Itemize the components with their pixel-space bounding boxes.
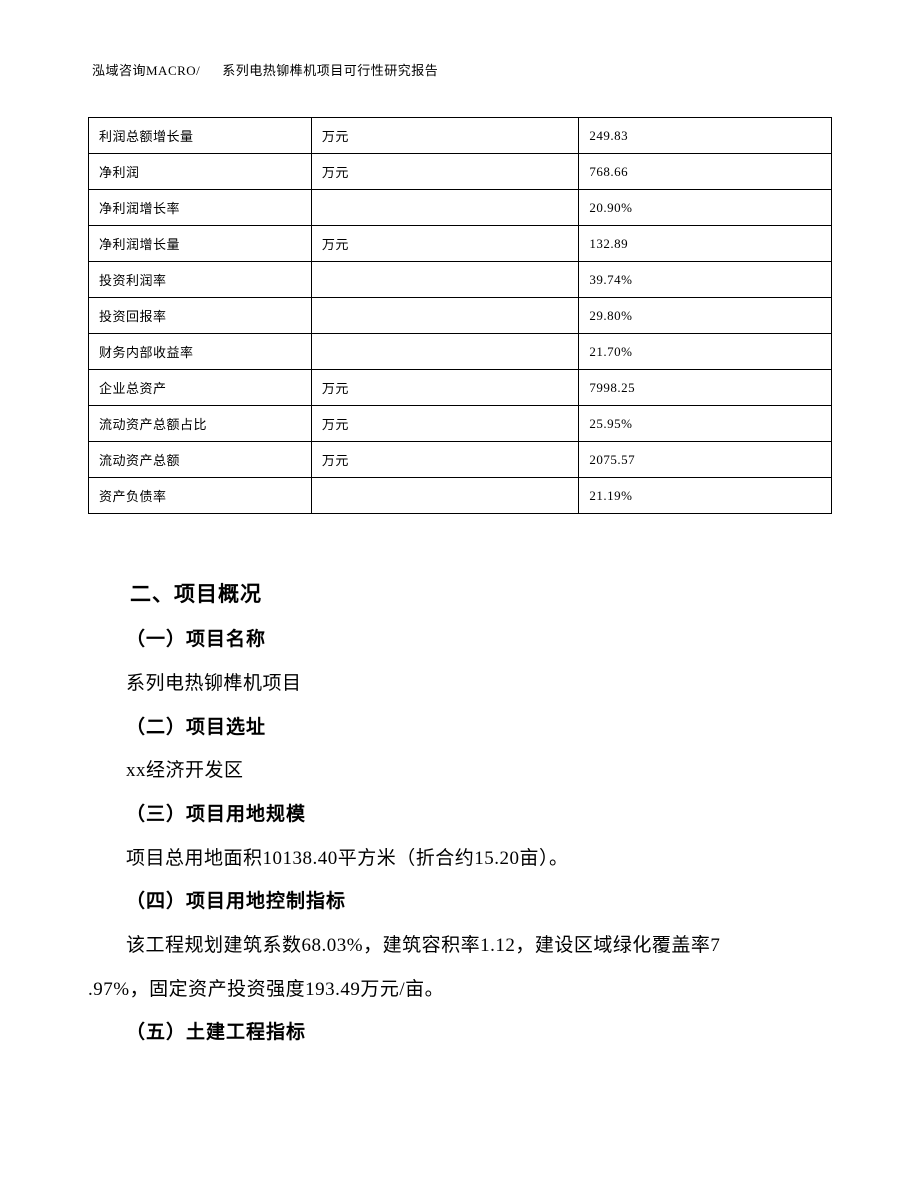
cell-unit: 万元 <box>311 226 578 262</box>
cell-label: 投资利润率 <box>89 262 312 298</box>
cell-unit: 万元 <box>311 118 578 154</box>
subheading-3: （三）项目用地规模 <box>88 793 832 837</box>
cell-value: 29.80% <box>579 298 832 334</box>
body-content: 二、项目概况 （一）项目名称 系列电热铆榫机项目 （二）项目选址 xx经济开发区… <box>88 570 832 1055</box>
cell-unit: 万元 <box>311 154 578 190</box>
cell-label: 流动资产总额 <box>89 442 312 478</box>
table-row: 净利润增长率 20.90% <box>89 190 832 226</box>
subheading-5: （五）土建工程指标 <box>88 1011 832 1055</box>
financial-table: 利润总额增长量 万元 249.83 净利润 万元 768.66 净利润增长率 2… <box>88 117 832 514</box>
cell-label: 净利润 <box>89 154 312 190</box>
table-row: 投资利润率 39.74% <box>89 262 832 298</box>
cell-unit <box>311 298 578 334</box>
paragraph: xx经济开发区 <box>88 749 832 793</box>
header-left: 泓域咨询MACRO/ <box>92 63 200 78</box>
table-row: 流动资产总额占比 万元 25.95% <box>89 406 832 442</box>
cell-unit: 万元 <box>311 442 578 478</box>
cell-label: 流动资产总额占比 <box>89 406 312 442</box>
cell-label: 资产负债率 <box>89 478 312 514</box>
heading-2: 二、项目概况 <box>88 570 832 618</box>
cell-value: 39.74% <box>579 262 832 298</box>
table-row: 企业总资产 万元 7998.25 <box>89 370 832 406</box>
cell-label: 财务内部收益率 <box>89 334 312 370</box>
paragraph-cont: .97%，固定资产投资强度193.49万元/亩。 <box>88 968 832 1012</box>
subheading-4: （四）项目用地控制指标 <box>88 880 832 924</box>
cell-value: 768.66 <box>579 154 832 190</box>
paragraph: 该工程规划建筑系数68.03%，建筑容积率1.12，建设区域绿化覆盖率7 <box>88 924 832 968</box>
subheading-1: （一）项目名称 <box>88 618 832 662</box>
cell-value: 25.95% <box>579 406 832 442</box>
cell-unit: 万元 <box>311 406 578 442</box>
header-right: 系列电热铆榫机项目可行性研究报告 <box>222 63 438 78</box>
cell-value: 132.89 <box>579 226 832 262</box>
cell-label: 企业总资产 <box>89 370 312 406</box>
table-row: 资产负债率 21.19% <box>89 478 832 514</box>
cell-value: 20.90% <box>579 190 832 226</box>
cell-value: 21.70% <box>579 334 832 370</box>
table-row: 净利润增长量 万元 132.89 <box>89 226 832 262</box>
cell-unit <box>311 334 578 370</box>
cell-label: 利润总额增长量 <box>89 118 312 154</box>
paragraph: 项目总用地面积10138.40平方米（折合约15.20亩）。 <box>88 837 832 881</box>
cell-value: 7998.25 <box>579 370 832 406</box>
cell-unit <box>311 478 578 514</box>
cell-value: 249.83 <box>579 118 832 154</box>
page-header: 泓域咨询MACRO/系列电热铆榫机项目可行性研究报告 <box>88 60 832 79</box>
cell-unit <box>311 262 578 298</box>
cell-value: 21.19% <box>579 478 832 514</box>
cell-label: 净利润增长率 <box>89 190 312 226</box>
cell-label: 净利润增长量 <box>89 226 312 262</box>
table-row: 净利润 万元 768.66 <box>89 154 832 190</box>
table-row: 利润总额增长量 万元 249.83 <box>89 118 832 154</box>
cell-label: 投资回报率 <box>89 298 312 334</box>
table-row: 投资回报率 29.80% <box>89 298 832 334</box>
cell-unit: 万元 <box>311 370 578 406</box>
cell-value: 2075.57 <box>579 442 832 478</box>
paragraph: 系列电热铆榫机项目 <box>88 662 832 706</box>
table-row: 财务内部收益率 21.70% <box>89 334 832 370</box>
subheading-2: （二）项目选址 <box>88 706 832 750</box>
table-row: 流动资产总额 万元 2075.57 <box>89 442 832 478</box>
cell-unit <box>311 190 578 226</box>
